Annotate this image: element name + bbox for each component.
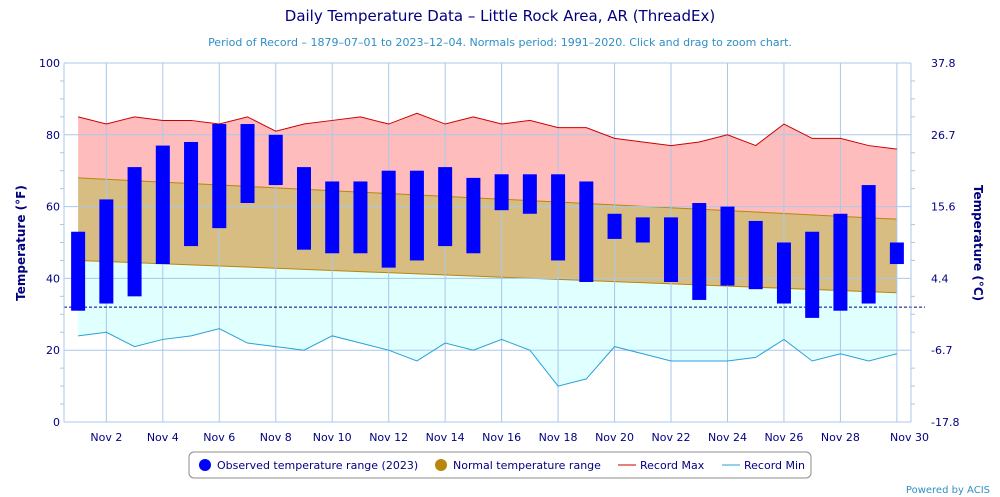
observed-bar[interactable] <box>522 174 537 214</box>
x-tick-label: Nov 10 <box>313 431 352 444</box>
y-tick-label-right: 37.8 <box>931 57 956 70</box>
record-max-line[interactable] <box>77 112 897 150</box>
y-tick-label-right: -6.7 <box>931 344 952 357</box>
legend-label-record-max: Record Max <box>640 459 705 472</box>
x-tick-label: Nov 30 <box>890 431 929 444</box>
y-tick-label-left: 40 <box>46 272 60 285</box>
observed-bar[interactable] <box>720 206 735 286</box>
observed-bar[interactable] <box>212 124 227 229</box>
legend-item-normal[interactable]: Normal temperature range <box>435 459 601 472</box>
observed-bar[interactable] <box>664 217 679 282</box>
observed-bar[interactable] <box>438 167 453 247</box>
observed-bar[interactable] <box>889 242 904 265</box>
observed-bar[interactable] <box>776 242 791 304</box>
chart-subtitle: Period of Record – 1879–07–01 to 2023–12… <box>208 36 792 49</box>
y-axis-left-title: Temperature (°F) <box>14 185 28 301</box>
observed-bar[interactable] <box>381 170 396 268</box>
observed-bar[interactable] <box>635 217 650 243</box>
x-tick-label: Nov 28 <box>821 431 860 444</box>
observed-bar[interactable] <box>805 231 820 318</box>
y-axis-right-title: Temperature (°C) <box>971 185 985 301</box>
y-tick-label-right: 26.7 <box>931 129 956 142</box>
observed-bar[interactable] <box>155 145 170 265</box>
x-tick-label: Nov 26 <box>764 431 803 444</box>
y-tick-label-right: 15.6 <box>931 201 956 214</box>
observed-legend-marker <box>199 459 211 471</box>
legend-label-observed: Observed temperature range (2023) <box>217 459 418 472</box>
x-tick-label: Nov 20 <box>595 431 634 444</box>
record-min-area <box>78 260 897 387</box>
legend-box <box>188 451 812 479</box>
observed-bar[interactable] <box>296 167 311 250</box>
x-tick-label: Nov 14 <box>426 431 465 444</box>
x-tick-label: Nov 12 <box>369 431 408 444</box>
record-max-area <box>78 113 897 220</box>
observed-bar[interactable] <box>579 181 594 282</box>
record-min-line[interactable] <box>78 328 898 387</box>
legend-label-normal: Normal temperature range <box>453 459 601 472</box>
observed-bar[interactable] <box>607 213 622 239</box>
observed-bar[interactable] <box>325 181 340 254</box>
normal-legend-marker <box>435 459 447 471</box>
observed-bar[interactable] <box>240 124 255 204</box>
x-tick-label: Nov 2 <box>90 431 122 444</box>
x-tick-label: Nov 24 <box>708 431 747 444</box>
observed-bar[interactable] <box>466 177 481 254</box>
y-tick-label-right: 4.4 <box>931 272 949 285</box>
observed-bar[interactable] <box>268 134 283 186</box>
observed-bar[interactable] <box>748 220 763 290</box>
powered-by-credit[interactable]: Powered by ACIS <box>906 485 990 496</box>
x-tick-label: Nov 18 <box>539 431 578 444</box>
x-tick-label: Nov 6 <box>203 431 235 444</box>
observed-bar[interactable] <box>127 167 142 297</box>
legend-label-record-min: Record Min <box>744 459 805 472</box>
observed-bar[interactable] <box>353 181 368 254</box>
observed-bar[interactable] <box>692 203 707 300</box>
legend[interactable]: Observed temperature range (2023) Normal… <box>188 451 812 479</box>
plot-area[interactable]: 0 20 40 60 80 100 -17.8 -6.7 4.4 15.6 26.7 37.8 Nov … <box>39 57 959 444</box>
observed-bar[interactable] <box>184 141 199 247</box>
observed-bar[interactable] <box>833 213 848 311</box>
y-tick-label-right: -17.8 <box>931 416 959 429</box>
observed-bar[interactable] <box>551 174 566 261</box>
y-tick-label-left: 60 <box>46 201 60 214</box>
y-tick-label-left: 0 <box>53 416 60 429</box>
observed-bar[interactable] <box>71 231 86 311</box>
y-tick-label-left: 80 <box>46 129 60 142</box>
y-tick-label-left: 100 <box>39 57 60 70</box>
observed-bar[interactable] <box>861 185 876 304</box>
y-tick-label-left: 20 <box>46 344 60 357</box>
chart-title: Daily Temperature Data – Little Rock Are… <box>285 7 715 25</box>
legend-item-observed[interactable]: Observed temperature range (2023) <box>199 459 418 472</box>
x-tick-label: Nov 16 <box>482 431 521 444</box>
observed-bar[interactable] <box>409 170 424 261</box>
legend-item-record-min[interactable]: Record Min <box>722 459 805 472</box>
x-tick-label: Nov 8 <box>260 431 292 444</box>
legend-item-record-max[interactable]: Record Max <box>618 459 705 472</box>
x-tick-label: Nov 22 <box>652 431 691 444</box>
observed-bar[interactable] <box>494 174 509 211</box>
x-tick-label: Nov 4 <box>147 431 179 444</box>
observed-bar[interactable] <box>99 199 114 304</box>
